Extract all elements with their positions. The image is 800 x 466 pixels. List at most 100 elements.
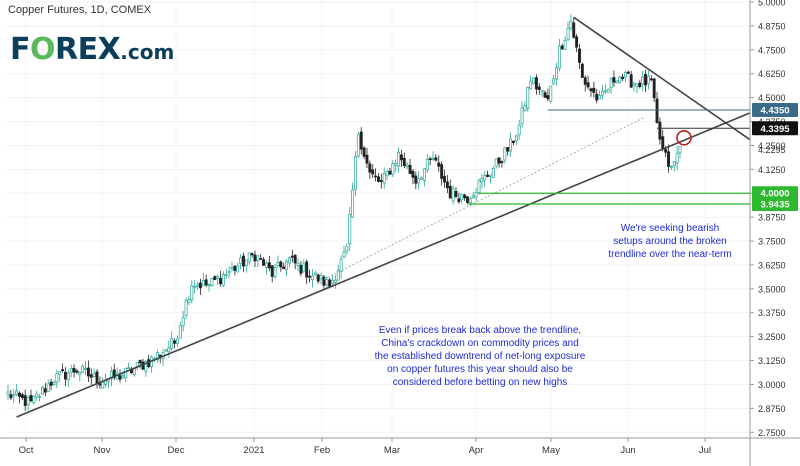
candle-body [112, 369, 116, 378]
y-tick-label: 3.8750 [758, 213, 786, 223]
candle-body [667, 151, 670, 167]
candle-body [543, 92, 547, 98]
candle-body [566, 28, 570, 40]
candle-body [52, 382, 56, 386]
candle-body [491, 167, 495, 178]
candle-body [371, 169, 375, 175]
candle-body [557, 45, 561, 69]
candle-body [256, 255, 260, 262]
candle-body [460, 193, 464, 201]
candle-body [333, 279, 337, 283]
candle-body [242, 255, 245, 267]
price-label-box [752, 197, 798, 212]
candle-body [428, 158, 432, 160]
candle-body [12, 394, 16, 397]
candle-body [144, 361, 148, 372]
candle-body [287, 257, 291, 264]
candle-body [135, 362, 139, 367]
y-tick-label: 4.8750 [758, 21, 786, 31]
candle-body [560, 45, 564, 50]
candle-body [204, 279, 208, 286]
candle-body [175, 338, 179, 344]
candle-body [641, 76, 645, 85]
candle-body [250, 253, 254, 256]
candle-body [598, 95, 602, 100]
candle-body [319, 275, 323, 280]
candle-body [124, 368, 128, 379]
candle-body [578, 48, 581, 63]
candle-body [239, 257, 243, 264]
candle-body [379, 180, 383, 182]
note-fundamentals: Even if prices break back above the tren… [335, 324, 625, 389]
candle-body [18, 392, 21, 397]
y-tick-label: 3.2500 [758, 332, 786, 342]
candle-body [595, 93, 599, 101]
candle-body [89, 374, 93, 378]
candle-body [98, 383, 102, 386]
candle-body [63, 371, 67, 380]
price-label-box [752, 186, 798, 201]
candle-body [580, 63, 584, 78]
candle-body [219, 277, 222, 285]
candle-body [443, 176, 446, 183]
candle-body [313, 272, 317, 275]
candle-body [247, 252, 251, 263]
candle-body [244, 259, 248, 266]
candle-body [164, 349, 168, 352]
candle-body [494, 158, 498, 167]
candle-body [655, 98, 659, 123]
candle-body [523, 105, 527, 112]
candle-body [46, 383, 50, 392]
note-line: Even if prices break back above the tren… [378, 325, 582, 336]
candle-body [184, 300, 188, 316]
candle-body [69, 368, 73, 373]
y-tick-label: 3.1250 [758, 356, 786, 366]
logo-rex: REX [55, 32, 121, 67]
candle-body [638, 82, 642, 88]
candle-body [601, 90, 604, 96]
candle-body [425, 159, 429, 171]
y-tick-label: 2.8750 [758, 404, 786, 414]
x-tick-label: Dec [168, 445, 185, 456]
candle-body [609, 78, 613, 89]
candle-body [101, 382, 105, 389]
candle-body [649, 78, 653, 81]
y-tick-label: 3.3750 [758, 308, 786, 318]
candle-body [253, 254, 257, 262]
candle-body [626, 71, 630, 74]
candle-body [270, 265, 274, 277]
candle-body [509, 138, 513, 152]
candle-body [66, 372, 70, 381]
candle-body [497, 157, 501, 164]
candle-body [273, 267, 277, 278]
candle-body [552, 78, 556, 85]
inner-trendline [323, 116, 646, 280]
candle-body [236, 265, 240, 273]
candle-body [75, 370, 79, 373]
candle-body [422, 168, 426, 181]
candle-body [259, 258, 263, 260]
price-label-text: 3.9435 [760, 200, 790, 211]
candle-body [486, 174, 490, 177]
y-tick-label: 3.7500 [758, 237, 786, 247]
candle-body [181, 317, 185, 326]
rising-trendline [16, 112, 751, 418]
x-tick-label: May [542, 445, 560, 456]
candle-body [420, 177, 423, 180]
candle-body [661, 136, 665, 150]
candle-body [348, 213, 352, 245]
candle-body [282, 266, 286, 270]
x-tick-label: Mar [384, 445, 400, 456]
candle-body [9, 394, 13, 399]
candle-body [503, 147, 507, 161]
candle-body [293, 254, 297, 264]
x-tick-label: 2021 [243, 445, 264, 456]
chart-title: Copper Futures, 1D, COMEX [8, 4, 152, 16]
logo-o: O [30, 32, 56, 67]
candle-body [658, 121, 662, 140]
candle-body [23, 395, 27, 406]
candle-body [190, 285, 194, 301]
candle-body [58, 371, 62, 375]
candle-body [489, 174, 492, 177]
candle-body [26, 396, 30, 405]
